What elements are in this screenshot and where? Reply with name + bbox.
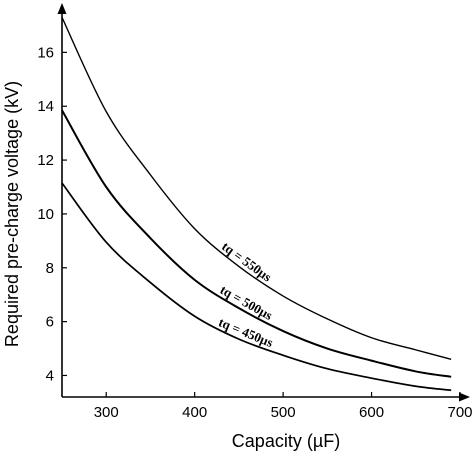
x-tick-label: 600	[359, 404, 384, 421]
y-tick-label: 10	[37, 206, 54, 223]
x-ticks: 300 400 500 600 700	[94, 392, 473, 421]
y-tick-label: 12	[37, 152, 54, 169]
y-tick-label: 8	[46, 260, 54, 277]
x-axis-arrow-icon	[459, 392, 470, 402]
curve-line	[61, 17, 452, 360]
y-axis-title: Required pre-charge voltage (kV)	[2, 81, 22, 347]
y-tick-label: 4	[46, 367, 54, 384]
x-axis-title: Capacity (µF)	[232, 431, 340, 451]
x-tick-label: 700	[447, 404, 472, 421]
curve-line	[61, 182, 452, 392]
y-tick-label: 14	[37, 98, 54, 115]
x-tick-label: 300	[94, 404, 119, 421]
curve-label: tq = 550µs	[219, 239, 274, 285]
y-ticks: 4 6 8 10 12 14 16	[37, 44, 67, 384]
x-tick-label: 500	[271, 404, 296, 421]
y-tick-label: 6	[46, 314, 54, 331]
x-tick-label: 400	[182, 404, 207, 421]
curve-line	[61, 109, 452, 378]
y-tick-label: 16	[37, 44, 54, 61]
y-axis-arrow-icon	[57, 3, 67, 14]
